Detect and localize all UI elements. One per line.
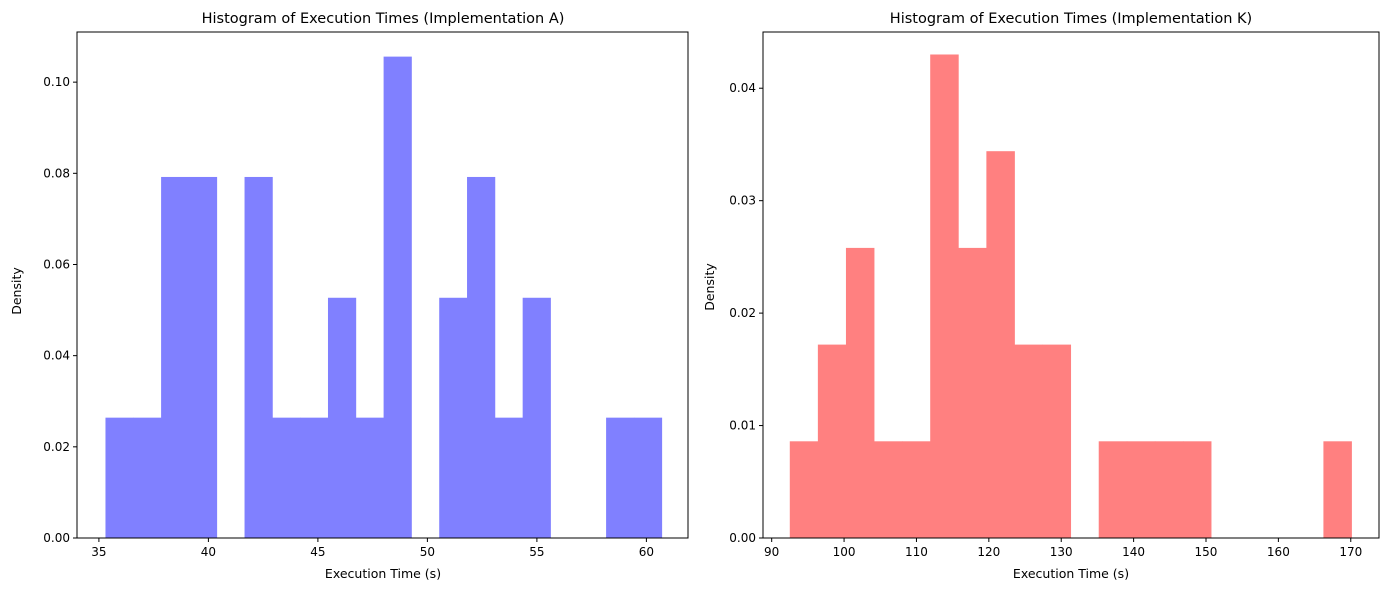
histogram-bar [272,417,301,538]
histogram-bar [1154,441,1184,538]
x-tick-label: 50 [420,545,435,559]
histogram-bar [986,151,1015,539]
y-tick-label: 0.04 [729,81,756,95]
x-tick-label: 90 [764,545,779,559]
y-tick-label: 0.06 [43,257,70,271]
histogram-bar [1126,441,1156,538]
y-tick-label: 0.01 [729,419,756,433]
histogram-bar [1323,441,1352,538]
histogram-bar [845,247,875,539]
histogram-bar [958,247,987,539]
histogram-bar [383,56,412,539]
histogram-bar [930,54,959,538]
histogram-bar [902,441,931,538]
x-tick-label: 35 [91,545,106,559]
y-tick-label: 0.00 [43,531,70,545]
histogram-bar [817,344,847,538]
x-tick-label: 100 [833,545,856,559]
histogram-bar [633,417,663,538]
histogram-bar [300,417,329,538]
histogram-implementation-k: Histogram of Execution Times (Implementa… [702,11,1380,581]
axes-frame [76,31,689,539]
x-tick-label: 55 [529,545,544,559]
axes-frame [762,31,1380,539]
x-tick-label: 160 [1267,545,1290,559]
histogram-bar [874,441,903,538]
y-tick-label: 0.00 [729,531,756,545]
y-tick-label: 0.02 [729,306,756,320]
y-tick-label: 0.10 [43,75,70,89]
histogram-bar [161,176,190,538]
histogram-bar [494,417,524,538]
histogram-bar [1042,344,1072,538]
histogram-bar [327,297,357,538]
histogram-implementation-a: Histogram of Execution Times (Implementa… [9,11,689,581]
y-tick-label: 0.08 [43,166,70,180]
y-tick-label: 0.04 [43,349,70,363]
x-tick-label: 60 [639,545,654,559]
x-tick-label: 120 [977,545,1000,559]
x-tick-label: 40 [201,545,216,559]
x-tick-label: 140 [1122,545,1145,559]
histogram-bar [467,176,496,538]
x-axis-label: Execution Time (s) [325,566,441,581]
histogram-bar [188,176,218,538]
histogram-bar [522,297,551,538]
histogram-bar [355,417,384,538]
histogram-bar [1182,441,1212,538]
y-tick-label: 0.02 [43,440,70,454]
x-tick-label: 170 [1339,545,1362,559]
x-tick-label: 110 [905,545,928,559]
histogram-bar [1014,344,1043,538]
histogram-bar [133,417,162,538]
chart-title: Histogram of Execution Times (Implementa… [890,11,1252,27]
histogram-bar [606,417,635,538]
histogram-bar [439,297,468,538]
x-tick-label: 150 [1195,545,1218,559]
y-tick-label: 0.03 [729,194,756,208]
histogram-bar [244,176,273,538]
x-tick-label: 45 [310,545,325,559]
histogram-bar [789,441,819,538]
histogram-bar [105,417,134,538]
chart-title: Histogram of Execution Times (Implementa… [202,11,565,27]
y-axis-label: Density [702,263,717,311]
x-tick-label: 130 [1050,545,1073,559]
y-axis-label: Density [9,267,24,315]
histogram-bar [1098,441,1128,538]
x-axis-label: Execution Time (s) [1013,566,1129,581]
